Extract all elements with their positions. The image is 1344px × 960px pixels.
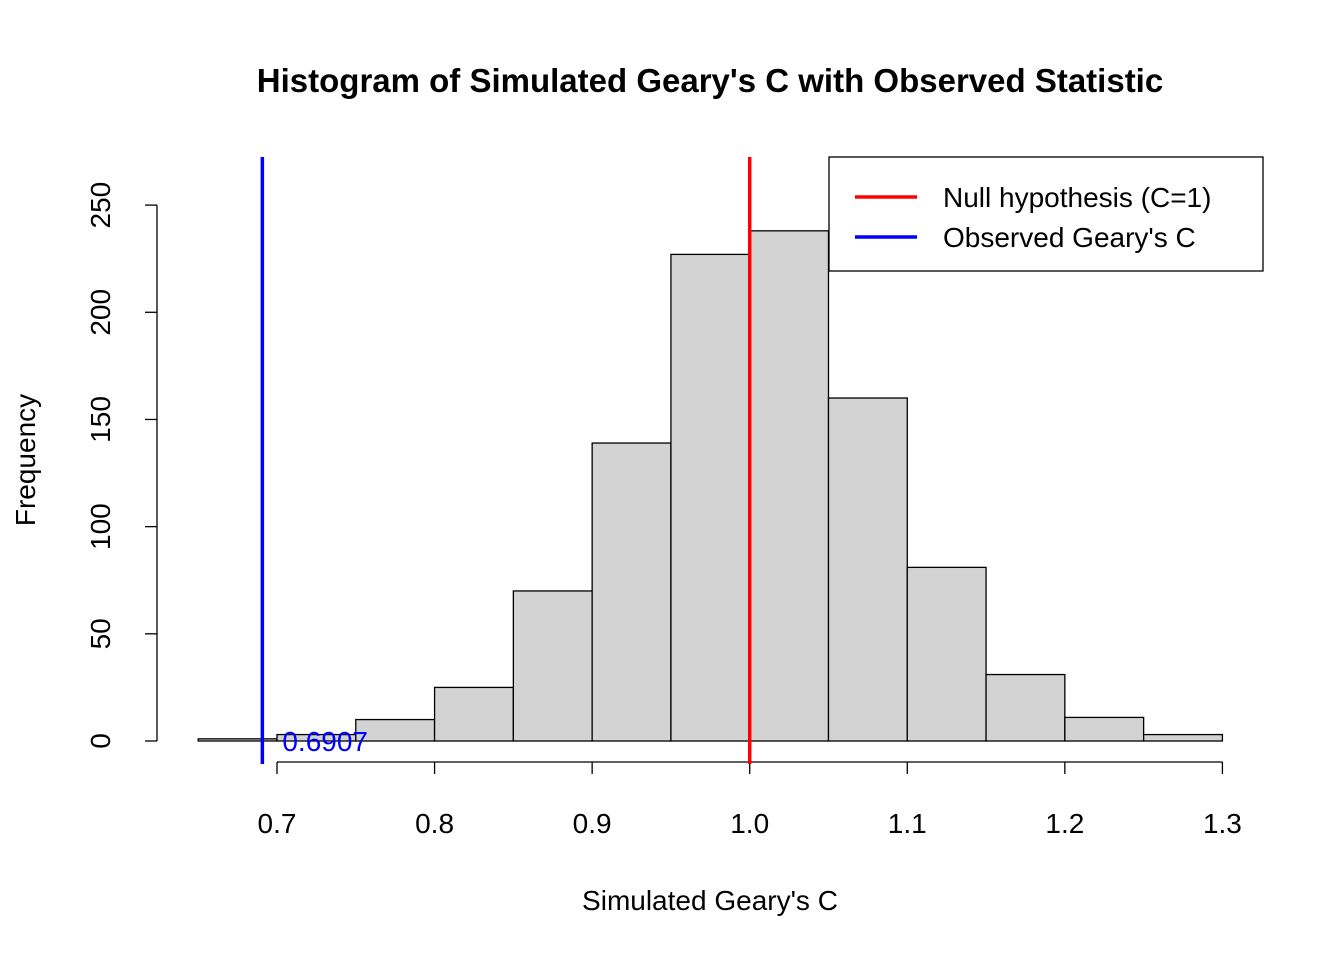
histogram-bar <box>433 686 515 742</box>
legend-box <box>828 156 1264 272</box>
y-tick-label: 150 <box>85 396 116 443</box>
x-tick-label: 1.0 <box>730 808 769 839</box>
histogram-bar <box>1064 716 1145 742</box>
histogram-bar <box>827 397 908 742</box>
y-tick-label: 200 <box>85 289 116 336</box>
x-tick-label: 1.2 <box>1045 808 1084 839</box>
y-axis: 0 50 100 150 200 250 <box>85 182 158 749</box>
histogram-bar <box>197 738 278 742</box>
histogram-bar <box>670 253 751 742</box>
x-axis: 0.7 0.8 0.9 1.0 1.1 1.2 1.3 <box>258 761 1242 839</box>
x-tick-label: 1.3 <box>1203 808 1242 839</box>
observed-value-label: 0.6907 <box>282 726 368 757</box>
annotations: 0.6907 <box>282 726 368 757</box>
y-tick-label: 100 <box>85 503 116 550</box>
histogram-bars <box>197 230 1224 742</box>
y-tick-label: 0 <box>85 733 116 749</box>
y-tick-label: 250 <box>85 182 116 229</box>
histogram-bar <box>985 673 1066 742</box>
histogram-bar <box>512 590 593 742</box>
x-tick-label: 0.7 <box>258 808 297 839</box>
x-tick-label: 0.8 <box>415 808 454 839</box>
reference-lines <box>260 157 752 764</box>
x-tick-label: 1.1 <box>888 808 927 839</box>
legend-label: Observed Geary's C <box>943 222 1196 253</box>
y-tick-label: 50 <box>85 618 116 649</box>
x-tick-label: 0.9 <box>573 808 612 839</box>
histogram-bar <box>906 566 987 742</box>
y-axis-label: Frequency <box>10 394 41 526</box>
histogram-bar <box>1142 733 1224 742</box>
x-axis-label: Simulated Geary's C <box>582 885 838 916</box>
legend-label: Null hypothesis (C=1) <box>943 182 1211 213</box>
legend: Null hypothesis (C=1) Observed Geary's C <box>828 156 1264 272</box>
histogram-bar <box>749 230 830 742</box>
histogram-bar <box>591 442 672 742</box>
chart-title: Histogram of Simulated Geary's C with Ob… <box>257 62 1163 99</box>
